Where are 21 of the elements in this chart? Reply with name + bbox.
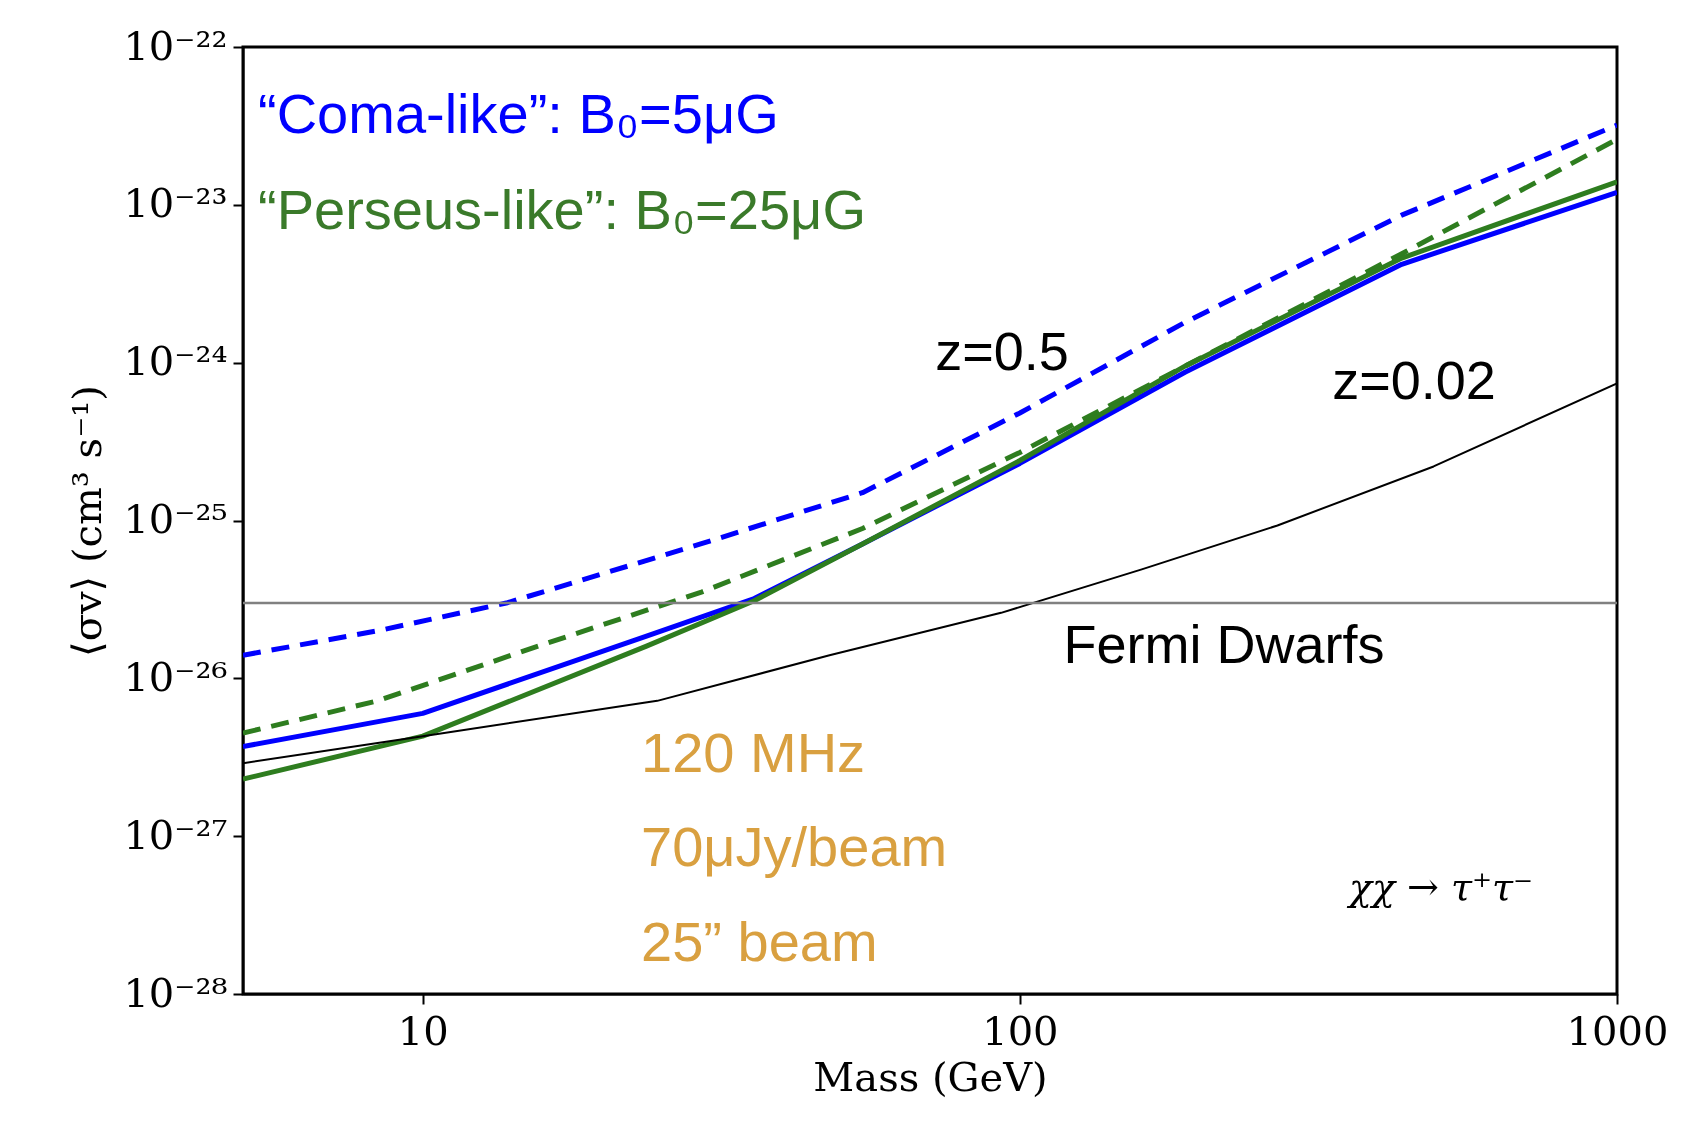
y-tick-label: 10⁻²⁴ — [123, 338, 228, 385]
y-tick-label: 10⁻²² — [123, 22, 228, 69]
annotation: Fermi Dwarfs — [1063, 614, 1385, 674]
annotation: χχ → τ⁺τ⁻ — [1345, 865, 1534, 909]
y-tick-label: 10⁻²³ — [123, 180, 228, 227]
annotation: “Coma-like”: B₀=5μG — [258, 82, 779, 145]
y-axis-title: ⟨σv⟩ (cm³ s⁻¹) — [64, 385, 111, 657]
x-tick-label: 10 — [397, 1007, 449, 1054]
x-tick-label: 1000 — [1566, 1007, 1669, 1054]
annotation: z=0.5 — [935, 321, 1069, 381]
x-axis-title: Mass (GeV) — [813, 1053, 1048, 1100]
y-tick-label: 10⁻²⁷ — [123, 811, 228, 858]
annotation: 120 MHz — [641, 721, 866, 784]
y-tick-label: 10⁻²⁵ — [123, 496, 228, 542]
annotation: z=0.02 — [1332, 350, 1496, 410]
annotation: “Perseus-like”: B₀=25μG — [258, 178, 866, 241]
y-tick-label: 10⁻²⁸ — [123, 969, 228, 1016]
x-tick-label: 100 — [982, 1007, 1059, 1054]
y-tick-label: 10⁻²⁶ — [123, 653, 228, 700]
annotation: 25” beam — [641, 910, 878, 973]
annotation: 70μJy/beam — [641, 815, 948, 878]
